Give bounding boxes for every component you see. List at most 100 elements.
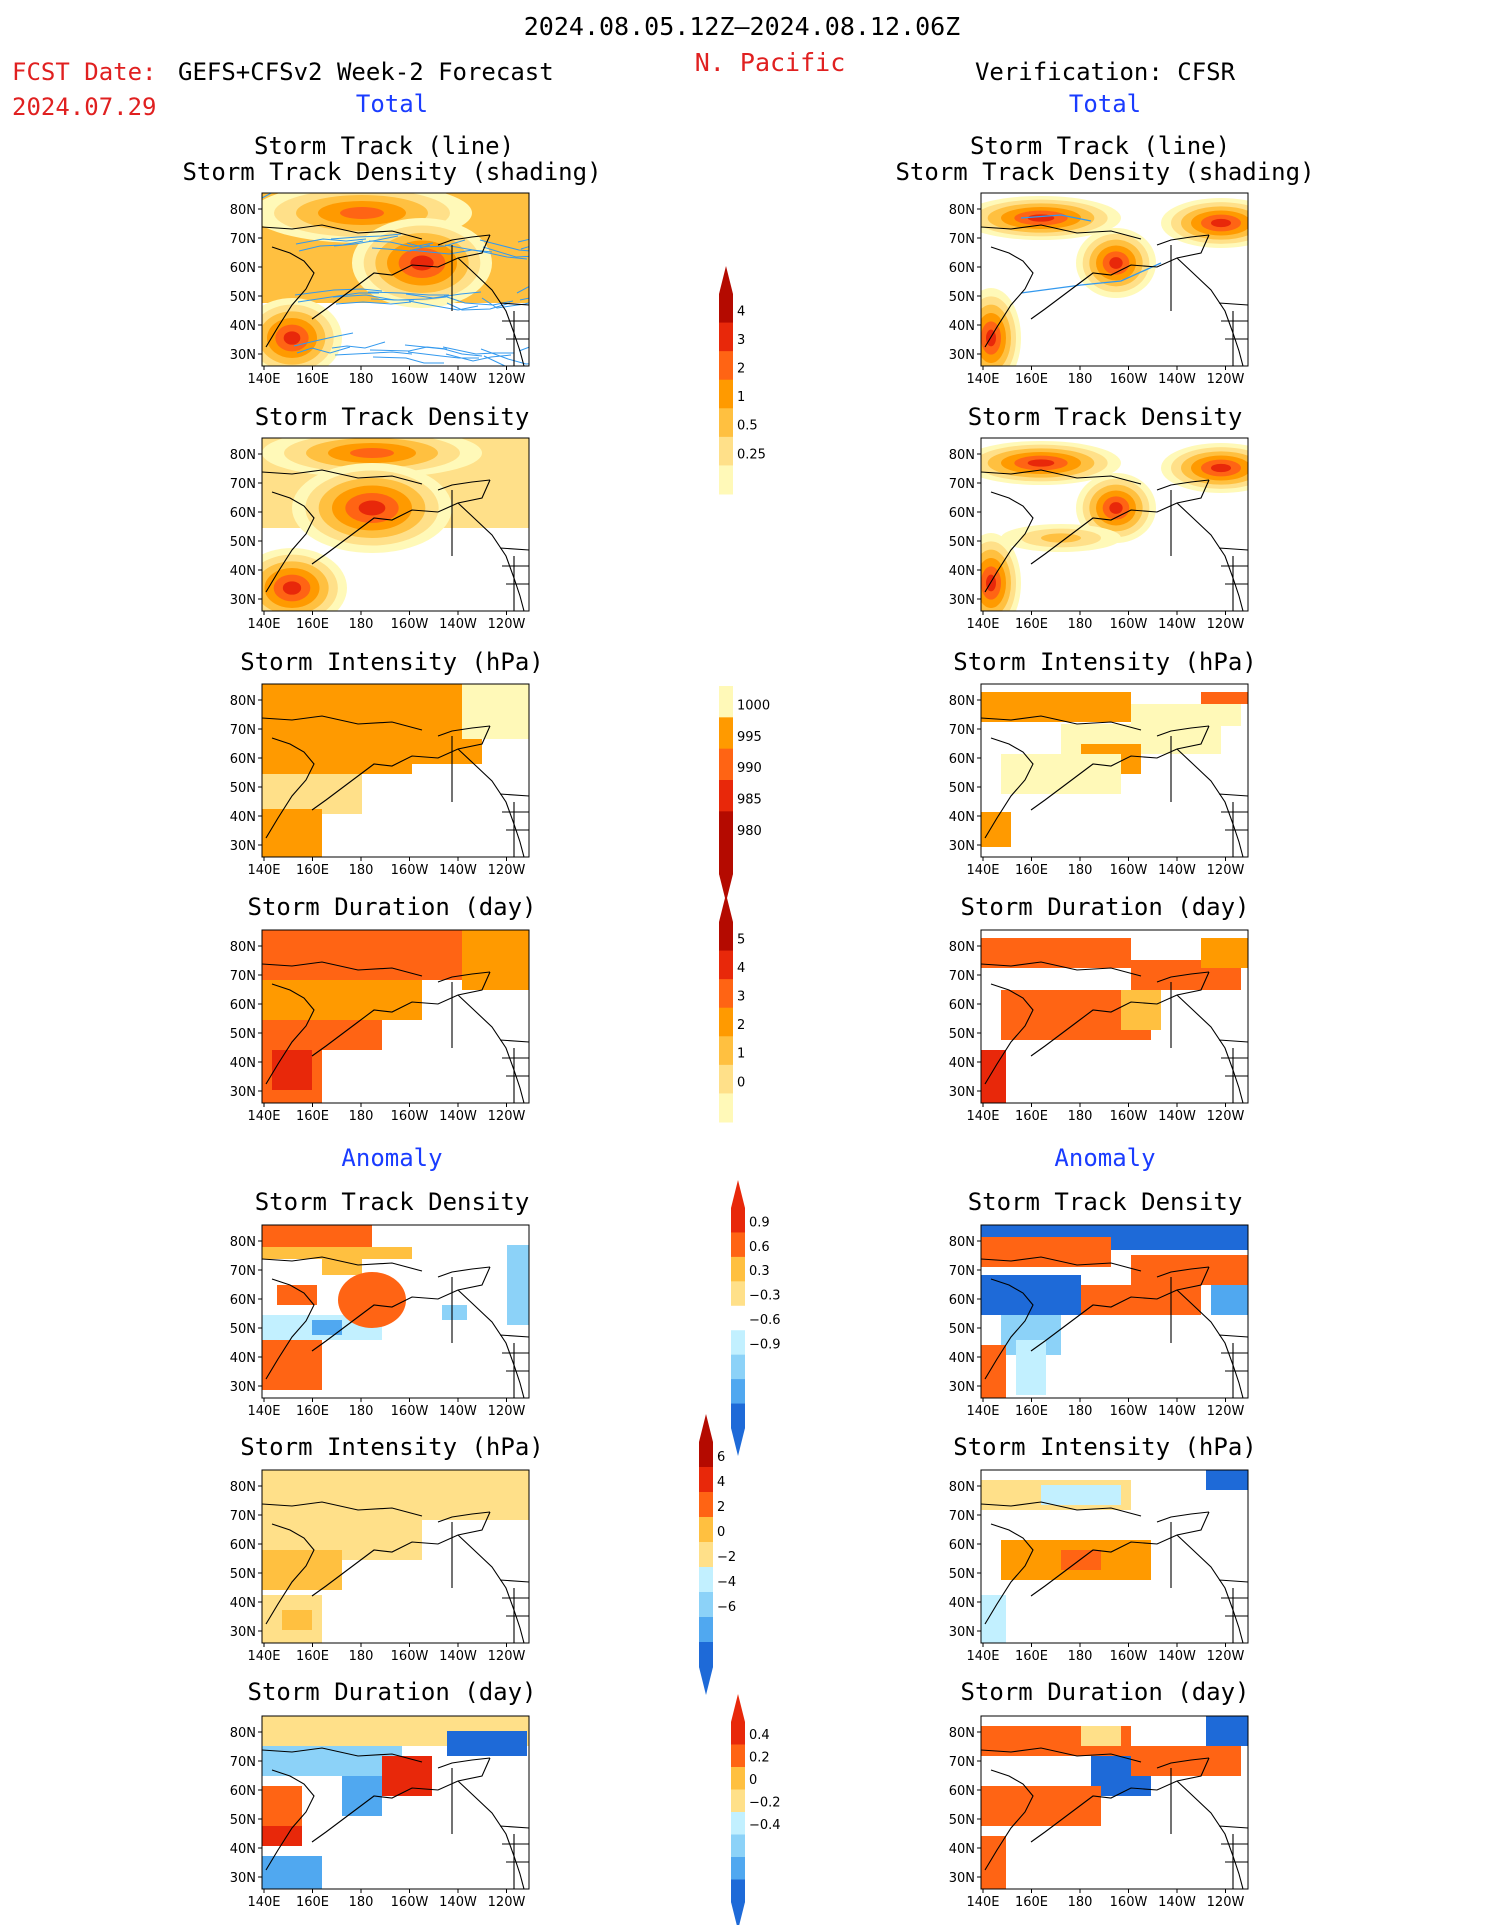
panel-frame <box>980 1469 1249 1644</box>
grid-cell <box>1016 1340 1046 1395</box>
panel-field <box>262 193 529 366</box>
colorbar-segment <box>699 1442 713 1468</box>
fcst-duration-anom-panel: 80N 70N 60N 50N 40N 30N 140E 160E 180 160W 140W 120… <box>230 1715 530 1910</box>
colorbar-segment <box>719 950 733 980</box>
panel-frame <box>980 1715 1249 1890</box>
colorbar-label: −0.4 <box>749 1818 781 1833</box>
density-contour <box>1211 463 1231 473</box>
grid-cell <box>1041 1485 1121 1505</box>
colorbar-label: −4 <box>717 1575 736 1590</box>
grid-cell <box>282 1610 312 1630</box>
lat-tick-label: 30N <box>230 1380 256 1395</box>
fcst-density-anom-title: Storm Track Density <box>254 1188 530 1216</box>
lat-tick-label: 30N <box>949 1625 975 1640</box>
lat-tick-label: 60N <box>230 506 256 521</box>
lat-tick-label: 30N <box>230 839 256 854</box>
grid-cell <box>981 692 1131 722</box>
storm-track-line <box>368 240 434 248</box>
storm-track-line <box>442 346 514 355</box>
lon-tick-label: 140W <box>1158 1109 1196 1124</box>
colorbar-label: −0.9 <box>749 1338 781 1353</box>
density-contour <box>1211 218 1231 228</box>
lon-tick-label: 140W <box>439 372 477 387</box>
coastline <box>437 234 491 246</box>
lat-tick-label: 40N <box>949 564 975 579</box>
coastline <box>1176 1289 1244 1398</box>
lat-tick-label: 70N <box>230 969 256 984</box>
colorbar-arrow <box>731 1428 745 1456</box>
grid-cell <box>981 1836 1006 1889</box>
grid-cell <box>262 1020 382 1050</box>
colorbar-label: −0.3 <box>749 1289 781 1304</box>
colorbar-arrow <box>731 1180 745 1208</box>
lat-tick-label: 80N <box>949 448 975 463</box>
coastline <box>499 547 529 611</box>
coastline <box>984 983 1034 1085</box>
colorbar-label: 1000 <box>737 699 770 714</box>
lon-tick-label: 120W <box>488 372 526 387</box>
lat-tick-label: 30N <box>949 1085 975 1100</box>
storm-track-line <box>372 356 444 364</box>
fcst-intensity-anom-title: Storm Intensity (hPa) <box>240 1433 544 1461</box>
panel-field <box>262 684 529 857</box>
colorbar-label: 0 <box>717 1525 725 1540</box>
colorbar-label: 2 <box>717 1500 725 1515</box>
colorbar-arrow <box>719 266 733 294</box>
grid-cell <box>981 1345 1006 1398</box>
coastline <box>1030 1511 1210 1597</box>
grid-cell <box>1081 1726 1121 1746</box>
colorbar-segment <box>719 811 733 844</box>
colorbar-segment <box>719 379 733 409</box>
density-contour <box>282 581 302 595</box>
region-title: N. Pacific <box>694 48 846 77</box>
coastline <box>262 715 423 731</box>
colorbar-label: 0.25 <box>737 447 766 462</box>
grid-cell <box>462 684 529 739</box>
verif-track-line-title: Storm Track (line) <box>969 132 1231 160</box>
storm-track-line <box>408 300 479 311</box>
fcst-date: 2024.07.29 <box>12 93 157 121</box>
coastline <box>1156 1757 1210 1769</box>
coastline <box>437 1757 491 1769</box>
lon-tick-label: 180 <box>349 372 374 387</box>
colorbar-label: 4 <box>737 304 745 319</box>
lat-tick-label: 70N <box>949 1755 975 1770</box>
colorbar-segment <box>731 1857 745 1880</box>
lon-tick-label: 160W <box>1110 372 1148 387</box>
lat-tick-label: 30N <box>230 1085 256 1100</box>
panel-field <box>262 930 529 1103</box>
colorbar-segment <box>731 1208 745 1233</box>
grid-cell <box>462 930 529 990</box>
lon-tick-label: 160W <box>391 1109 429 1124</box>
verif-track-panel: 80N 70N 60N 50N 40N 30N 140E 160E 180 160W 140W 120… <box>949 192 1249 387</box>
colorbar-label: 6 <box>717 1450 725 1465</box>
colorbar-segment <box>699 1467 713 1493</box>
coastline <box>1030 725 1210 811</box>
colorbar-label: −2 <box>717 1550 736 1565</box>
coastline <box>437 971 491 983</box>
density-contour <box>410 255 434 271</box>
coastline <box>265 737 315 839</box>
coastline <box>1176 1534 1244 1643</box>
lat-tick-label: 80N <box>949 940 975 955</box>
panel-field <box>981 1470 1248 1643</box>
lat-tick-label: 50N <box>949 535 975 550</box>
lon-tick-label: 120W <box>1207 1649 1245 1664</box>
colorbar-label: 990 <box>737 761 762 776</box>
lon-tick-label: 140W <box>1158 1404 1196 1419</box>
lon-tick-label: 160W <box>1110 617 1148 632</box>
panel-frame <box>261 1715 530 1890</box>
panel-field <box>262 1470 529 1643</box>
storm-track-line <box>444 244 528 260</box>
colorbar-label: 2 <box>737 362 745 377</box>
lon-tick-label: 120W <box>1207 1895 1245 1910</box>
grid-cell <box>272 1050 312 1090</box>
colorbar-segment <box>731 1281 745 1307</box>
grid-cell <box>507 1245 529 1325</box>
storm-track-line <box>519 297 529 301</box>
lat-tick-label: 30N <box>949 1380 975 1395</box>
coastline <box>1218 1334 1248 1398</box>
density-contour <box>1109 502 1123 514</box>
lon-tick-label: 160W <box>1110 1895 1148 1910</box>
colorbar-label: 980 <box>737 824 762 839</box>
